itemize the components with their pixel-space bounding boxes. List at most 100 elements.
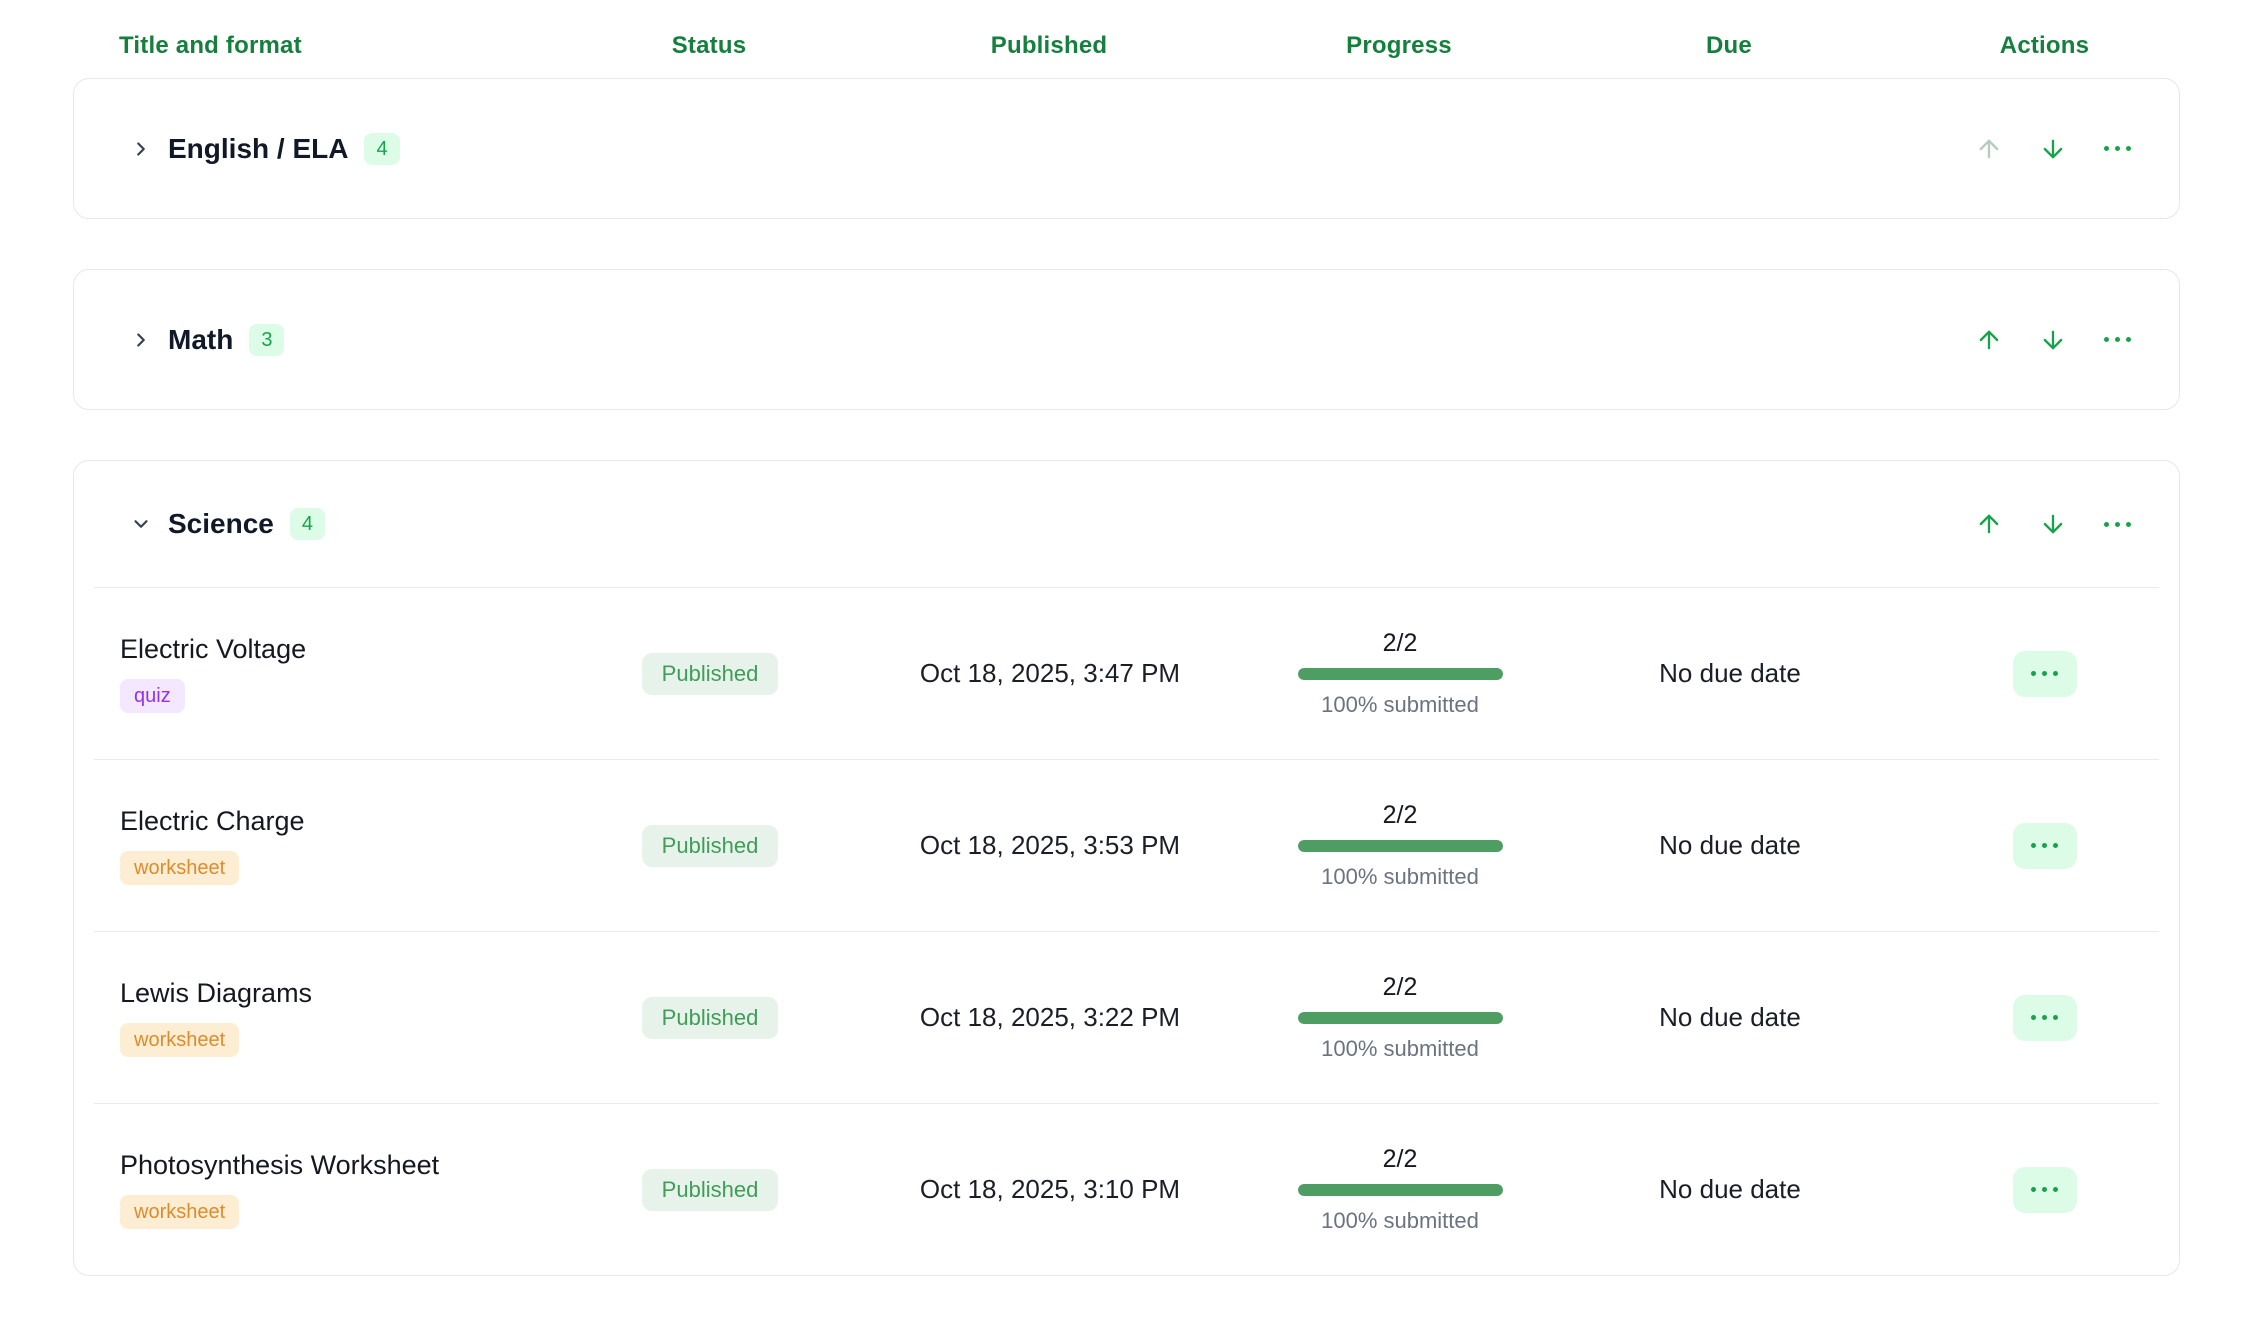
progress-bar-fill [1297, 668, 1503, 680]
move-up-button[interactable] [1965, 316, 2013, 364]
progress-fraction: 2/2 [1382, 1145, 1418, 1173]
move-down-button[interactable] [2029, 125, 2077, 173]
assignment-title: Electric Charge [120, 806, 305, 836]
format-badge-quiz: quiz [120, 679, 185, 713]
due-date: No due date [1659, 658, 1801, 688]
format-badge-worksheet: worksheet [120, 851, 240, 885]
ellipsis-icon [2103, 337, 2131, 342]
move-down-button[interactable] [2029, 316, 2077, 364]
progress-cell: 2/2 100% submitted [1250, 973, 1550, 1062]
row-divider [94, 931, 2159, 932]
section-more-options-button[interactable] [2093, 500, 2141, 548]
ellipsis-icon [2031, 1187, 2058, 1192]
published-date: Oct 18, 2025, 3:53 PM [919, 830, 1181, 860]
status-badge: Published [641, 652, 779, 695]
column-header-progress: Progress [1346, 32, 1452, 59]
progress-fraction: 2/2 [1382, 629, 1418, 657]
row-divider [94, 1103, 2159, 1104]
column-header-published: Published [990, 32, 1108, 59]
status-badge: Published [641, 1168, 779, 1211]
section-count-badge: 3 [249, 323, 285, 356]
due-date: No due date [1659, 830, 1801, 860]
published-date: Oct 18, 2025, 3:10 PM [919, 1174, 1181, 1204]
published-date: Oct 18, 2025, 3:47 PM [919, 658, 1181, 688]
progress-bar [1297, 1012, 1503, 1024]
assignments-page: Title and format Status Published Progre… [73, 0, 2180, 1326]
progress-cell: 2/2 100% submitted [1250, 629, 1550, 718]
progress-bar [1297, 668, 1503, 680]
assignment-title: Lewis Diagrams [120, 978, 313, 1008]
section-more-options-button[interactable] [2093, 125, 2141, 173]
status-cell: Published [570, 824, 850, 867]
assignment-title: Photosynthesis Worksheet [120, 1150, 440, 1180]
column-header-due: Due [1706, 32, 1752, 59]
row-divider [94, 587, 2159, 588]
assignment-row-electric-charge: Electric Charge worksheet Published Oct … [74, 760, 2179, 931]
section-title: Science [168, 508, 274, 539]
title-cell: Photosynthesis Worksheet worksheet [120, 1150, 570, 1229]
actions-cell [1910, 1166, 2179, 1213]
section-card-math: Math 3 [73, 269, 2180, 410]
assignment-title: Electric Voltage [120, 634, 307, 664]
move-down-button[interactable] [2029, 500, 2077, 548]
column-header-title-format: Title and format [119, 32, 302, 59]
progress-note: 100% submitted [1321, 1208, 1479, 1233]
progress-note: 100% submitted [1321, 1036, 1479, 1061]
progress-note: 100% submitted [1321, 864, 1479, 889]
move-up-button[interactable] [1965, 500, 2013, 548]
assignment-row-photosynthesis-worksheet: Photosynthesis Worksheet worksheet Publi… [74, 1104, 2179, 1275]
published-date: Oct 18, 2025, 3:22 PM [919, 1002, 1181, 1032]
status-badge: Published [641, 824, 779, 867]
due-date: No due date [1659, 1002, 1801, 1032]
progress-bar-fill [1297, 1184, 1503, 1196]
section-card-english-ela: English / ELA 4 [73, 78, 2180, 219]
progress-bar-fill [1297, 840, 1503, 852]
section-count-badge: 4 [289, 508, 325, 540]
ellipsis-icon [2103, 146, 2131, 151]
status-cell: Published [570, 996, 850, 1039]
column-header-status: Status [671, 32, 747, 59]
section-header-math: Math 3 [74, 270, 2179, 409]
section-title: English / ELA [168, 132, 349, 164]
title-cell: Lewis Diagrams worksheet [120, 978, 570, 1057]
ellipsis-icon [2031, 843, 2058, 848]
section-title: Math [168, 323, 234, 355]
progress-bar [1297, 840, 1503, 852]
progress-bar-fill [1297, 1012, 1503, 1024]
progress-fraction: 2/2 [1382, 973, 1418, 1001]
actions-cell [1910, 650, 2179, 697]
section-header-english-ela: English / ELA 4 [74, 79, 2179, 218]
title-cell: Electric Voltage quiz [120, 634, 570, 713]
progress-fraction: 2/2 [1382, 801, 1418, 829]
actions-cell [1910, 994, 2179, 1041]
chevron-right-icon[interactable] [126, 134, 156, 164]
assignment-row-electric-voltage: Electric Voltage quiz Published Oct 18, … [74, 588, 2179, 759]
move-up-button[interactable] [1965, 125, 2013, 173]
row-more-options-button[interactable] [2012, 650, 2077, 697]
chevron-right-icon[interactable] [126, 325, 156, 355]
row-more-options-button[interactable] [2012, 1166, 2077, 1213]
table-header: Title and format Status Published Progre… [73, 0, 2180, 78]
section-header-science: Science 4 [74, 461, 2179, 587]
row-divider [94, 759, 2159, 760]
section-more-options-button[interactable] [2093, 316, 2141, 364]
status-badge: Published [641, 996, 779, 1039]
due-date: No due date [1659, 1174, 1801, 1204]
section-count-badge: 4 [364, 132, 400, 165]
format-badge-worksheet: worksheet [120, 1023, 240, 1057]
status-cell: Published [570, 652, 850, 695]
ellipsis-icon [2031, 1015, 2058, 1020]
status-cell: Published [570, 1168, 850, 1211]
progress-note: 100% submitted [1321, 692, 1479, 717]
progress-bar [1297, 1184, 1503, 1196]
assignment-row-lewis-diagrams: Lewis Diagrams worksheet Published Oct 1… [74, 932, 2179, 1103]
progress-cell: 2/2 100% submitted [1250, 1145, 1550, 1234]
column-header-actions: Actions [1999, 32, 2090, 59]
ellipsis-icon [2103, 521, 2131, 527]
row-more-options-button[interactable] [2012, 994, 2077, 1041]
title-cell: Electric Charge worksheet [120, 806, 570, 885]
section-card-science: Science 4 Electric Voltage quiz Publishe… [73, 460, 2180, 1276]
row-more-options-button[interactable] [2012, 822, 2077, 869]
chevron-down-icon[interactable] [126, 509, 156, 539]
progress-cell: 2/2 100% submitted [1250, 801, 1550, 890]
